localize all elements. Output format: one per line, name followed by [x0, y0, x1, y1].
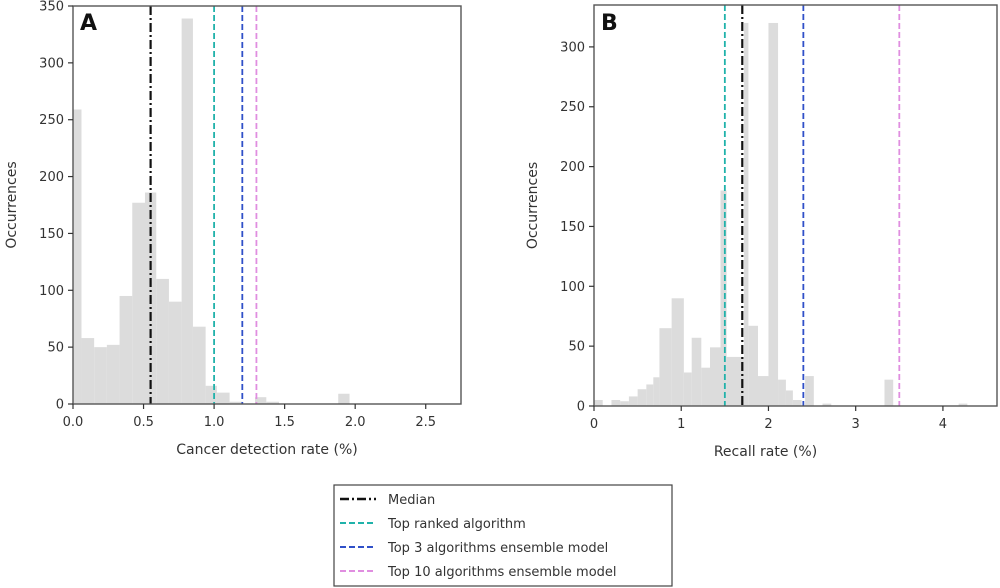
histogram-bar — [822, 403, 832, 406]
y-tick-label: 100 — [39, 284, 64, 299]
y-tick-label: 0 — [577, 400, 585, 415]
y-tick-label: 0 — [56, 398, 64, 413]
legend-entry: Top 3 algorithms ensemble model — [340, 541, 608, 556]
histogram-bar — [73, 109, 82, 404]
histogram-bar — [785, 390, 793, 406]
legend-entry: Median — [340, 493, 435, 508]
histogram-bar — [646, 384, 654, 406]
y-tick-label: 150 — [560, 220, 585, 235]
legend-label: Top 3 algorithms ensemble model — [387, 541, 608, 556]
y-tick-label: 350 — [39, 0, 64, 15]
y-tick-label: 100 — [560, 280, 585, 295]
histogram-bar — [726, 356, 745, 406]
y-axis-label: Occurrences — [525, 162, 541, 249]
plot-frame — [593, 4, 998, 407]
histogram-bar — [205, 385, 217, 404]
x-tick-label: 1.0 — [204, 415, 225, 430]
histogram-bar — [653, 377, 660, 406]
panel-b: 0 1 2 3 4 0 50 100 150 200 250 300 B Recall rate (%) O… — [525, 4, 998, 460]
x-axis-label: Recall rate (%) — [714, 444, 817, 460]
histogram-bar — [671, 298, 684, 406]
histogram-bar — [710, 347, 721, 406]
y-tick-label: 150 — [39, 227, 64, 242]
x-tick-label: 0.0 — [63, 415, 84, 430]
x-tick-label: 2.5 — [415, 415, 436, 430]
histogram-bar — [958, 403, 968, 406]
x-tick-label: 1.5 — [274, 415, 295, 430]
histogram-bar — [119, 295, 133, 404]
histogram-bar — [748, 325, 758, 406]
x-tick-label: 2.0 — [345, 415, 366, 430]
histogram-bar — [106, 344, 120, 404]
x-tick-label: 2 — [764, 417, 772, 432]
histogram-bar — [81, 338, 95, 404]
x-tick-label: 1 — [677, 417, 685, 432]
histogram-bar — [768, 22, 779, 406]
histogram-bar — [884, 379, 894, 406]
histogram-bar — [620, 401, 629, 406]
y-tick-label: 50 — [568, 340, 585, 355]
panel-a: 0.0 0.5 1.0 1.5 2.0 2.5 0 50 100 150 200 250 300 350 A… — [4, 0, 462, 458]
histogram-bar — [192, 326, 206, 404]
y-tick-label: 250 — [560, 100, 585, 115]
panel-letter: B — [601, 11, 618, 36]
legend-box — [333, 484, 673, 587]
histogram-bar — [701, 367, 711, 406]
histogram-bar — [94, 347, 107, 404]
panel-letter: A — [80, 11, 97, 36]
histogram-bar — [338, 393, 350, 404]
histogram-bar — [132, 202, 145, 404]
histogram-bar — [683, 372, 692, 406]
histogram-bar — [628, 396, 638, 406]
histogram-bar — [156, 278, 169, 404]
y-tick-label: 300 — [560, 40, 585, 55]
histogram-bar — [744, 22, 749, 406]
x-tick-label: 0.5 — [133, 415, 154, 430]
legend: Median Top ranked algorithm Top 3 algorith… — [333, 484, 673, 587]
y-tick-label: 250 — [39, 113, 64, 128]
histogram-bar — [168, 301, 182, 404]
histogram-bar — [757, 376, 769, 406]
histogram-bar — [216, 392, 230, 404]
legend-label: Top ranked algorithm — [387, 517, 526, 532]
legend-label: Top 10 algorithms ensemble model — [387, 565, 617, 580]
x-tick-label: 3 — [852, 417, 860, 432]
y-tick-label: 200 — [560, 160, 585, 175]
histogram-bar — [594, 400, 603, 406]
y-tick-label: 300 — [39, 56, 64, 71]
histogram-bar — [691, 337, 702, 406]
x-tick-label: 4 — [939, 417, 947, 432]
y-tick-label: 50 — [47, 341, 64, 356]
histogram-bar — [611, 400, 621, 406]
histogram-bar — [659, 328, 672, 406]
y-axis-label: Occurrences — [4, 161, 20, 248]
plot-frame — [72, 5, 462, 405]
x-tick-label: 0 — [590, 417, 598, 432]
legend-entry: Top ranked algorithm — [340, 517, 526, 532]
histogram-bar — [792, 400, 802, 406]
histogram-bar — [255, 397, 267, 404]
histogram-bar — [181, 18, 193, 404]
histogram-bar — [805, 376, 814, 406]
legend-entry: Top 10 algorithms ensemble model — [340, 565, 617, 580]
y-tick-label: 200 — [39, 170, 64, 185]
x-axis-label: Cancer detection rate (%) — [176, 442, 357, 458]
histogram-bar — [637, 389, 647, 406]
histogram-bar — [266, 401, 279, 404]
histogram-bar — [720, 190, 727, 406]
histogram-bar — [778, 379, 786, 406]
histogram-bar — [229, 401, 243, 404]
legend-label: Median — [388, 493, 435, 508]
